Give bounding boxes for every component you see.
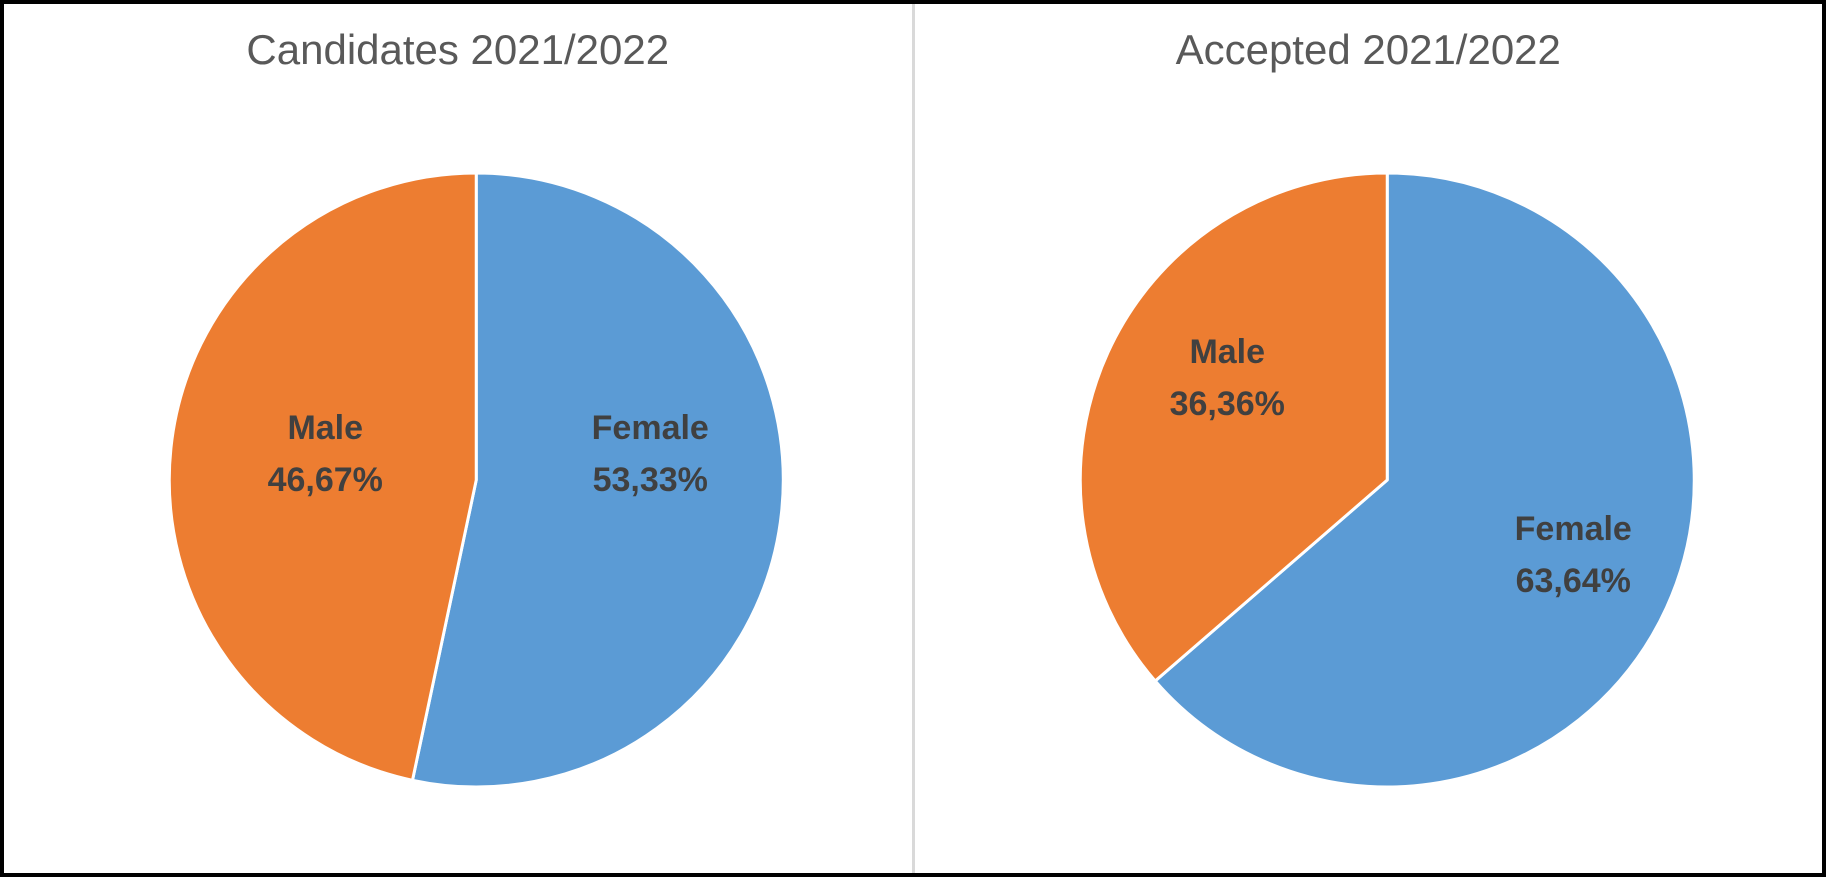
- pie-slice-male: [167, 171, 478, 782]
- slice-label-male: Male 36,36%: [1169, 333, 1284, 423]
- panel-divider: [911, 4, 915, 873]
- pie-chart-candidates: Female 53,33% Male 46,67%: [167, 171, 785, 789]
- pie-slice-female: [410, 171, 785, 789]
- slice-label-female: Female 53,33%: [592, 409, 709, 499]
- chart-title-candidates: Candidates 2021/2022: [246, 26, 670, 73]
- chart-panel-candidates: Candidates 2021/2022 Female 53,33% Male 46,…: [4, 4, 912, 873]
- pie-slice-male: [1078, 171, 1389, 683]
- slice-label-female: Female 63,64%: [1514, 510, 1631, 600]
- pie-slice-female: [1153, 171, 1696, 789]
- pie-chart-accepted: Female 63,64% Male 36,36%: [1078, 171, 1696, 789]
- chart-title-accepted: Accepted 2021/2022: [1175, 26, 1561, 73]
- slice-label-male: Male 46,67%: [268, 409, 383, 499]
- chart-panel-accepted: Accepted 2021/2022 Female 63,64% Male 36,36…: [914, 4, 1822, 873]
